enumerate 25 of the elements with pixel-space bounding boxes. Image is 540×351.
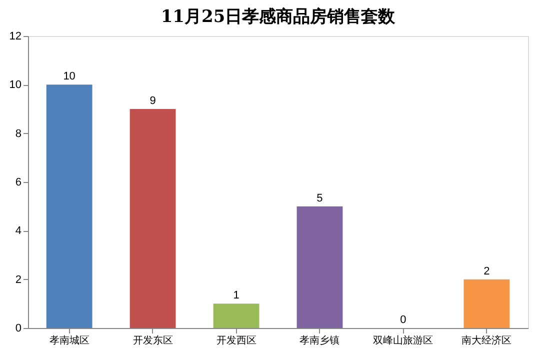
y-tick-label: 0: [15, 322, 22, 334]
data-label: 0: [400, 314, 406, 326]
data-label: 5: [316, 192, 323, 204]
y-tick-label: 8: [15, 128, 22, 140]
data-label: 1: [233, 290, 240, 302]
bar: [213, 304, 260, 328]
bar: [464, 279, 510, 328]
y-tick-label: 2: [15, 274, 22, 286]
x-tick-label: 南大经济区: [462, 334, 512, 346]
bar: [130, 109, 176, 328]
y-tick-label: 10: [9, 79, 22, 92]
data-label: 2: [484, 265, 490, 278]
x-tick-label: 开发西区: [216, 336, 256, 346]
data-label: 9: [150, 95, 156, 107]
chart-title: 11月25日孝感商品房销售套数: [160, 7, 396, 27]
y-tick-label: 12: [9, 30, 22, 42]
y-tick-label: 6: [15, 176, 22, 188]
x-tick-label: 开发东区: [132, 334, 173, 346]
bar: [46, 84, 92, 328]
x-tick-label: 双峰山旅游区: [373, 334, 434, 346]
data-label: 10: [63, 70, 76, 83]
bar: [296, 206, 343, 328]
y-tick-label: 4: [15, 225, 22, 238]
x-tick-label: 孝南乡镇: [300, 334, 340, 346]
x-tick-label: 孝南城区: [49, 334, 90, 346]
